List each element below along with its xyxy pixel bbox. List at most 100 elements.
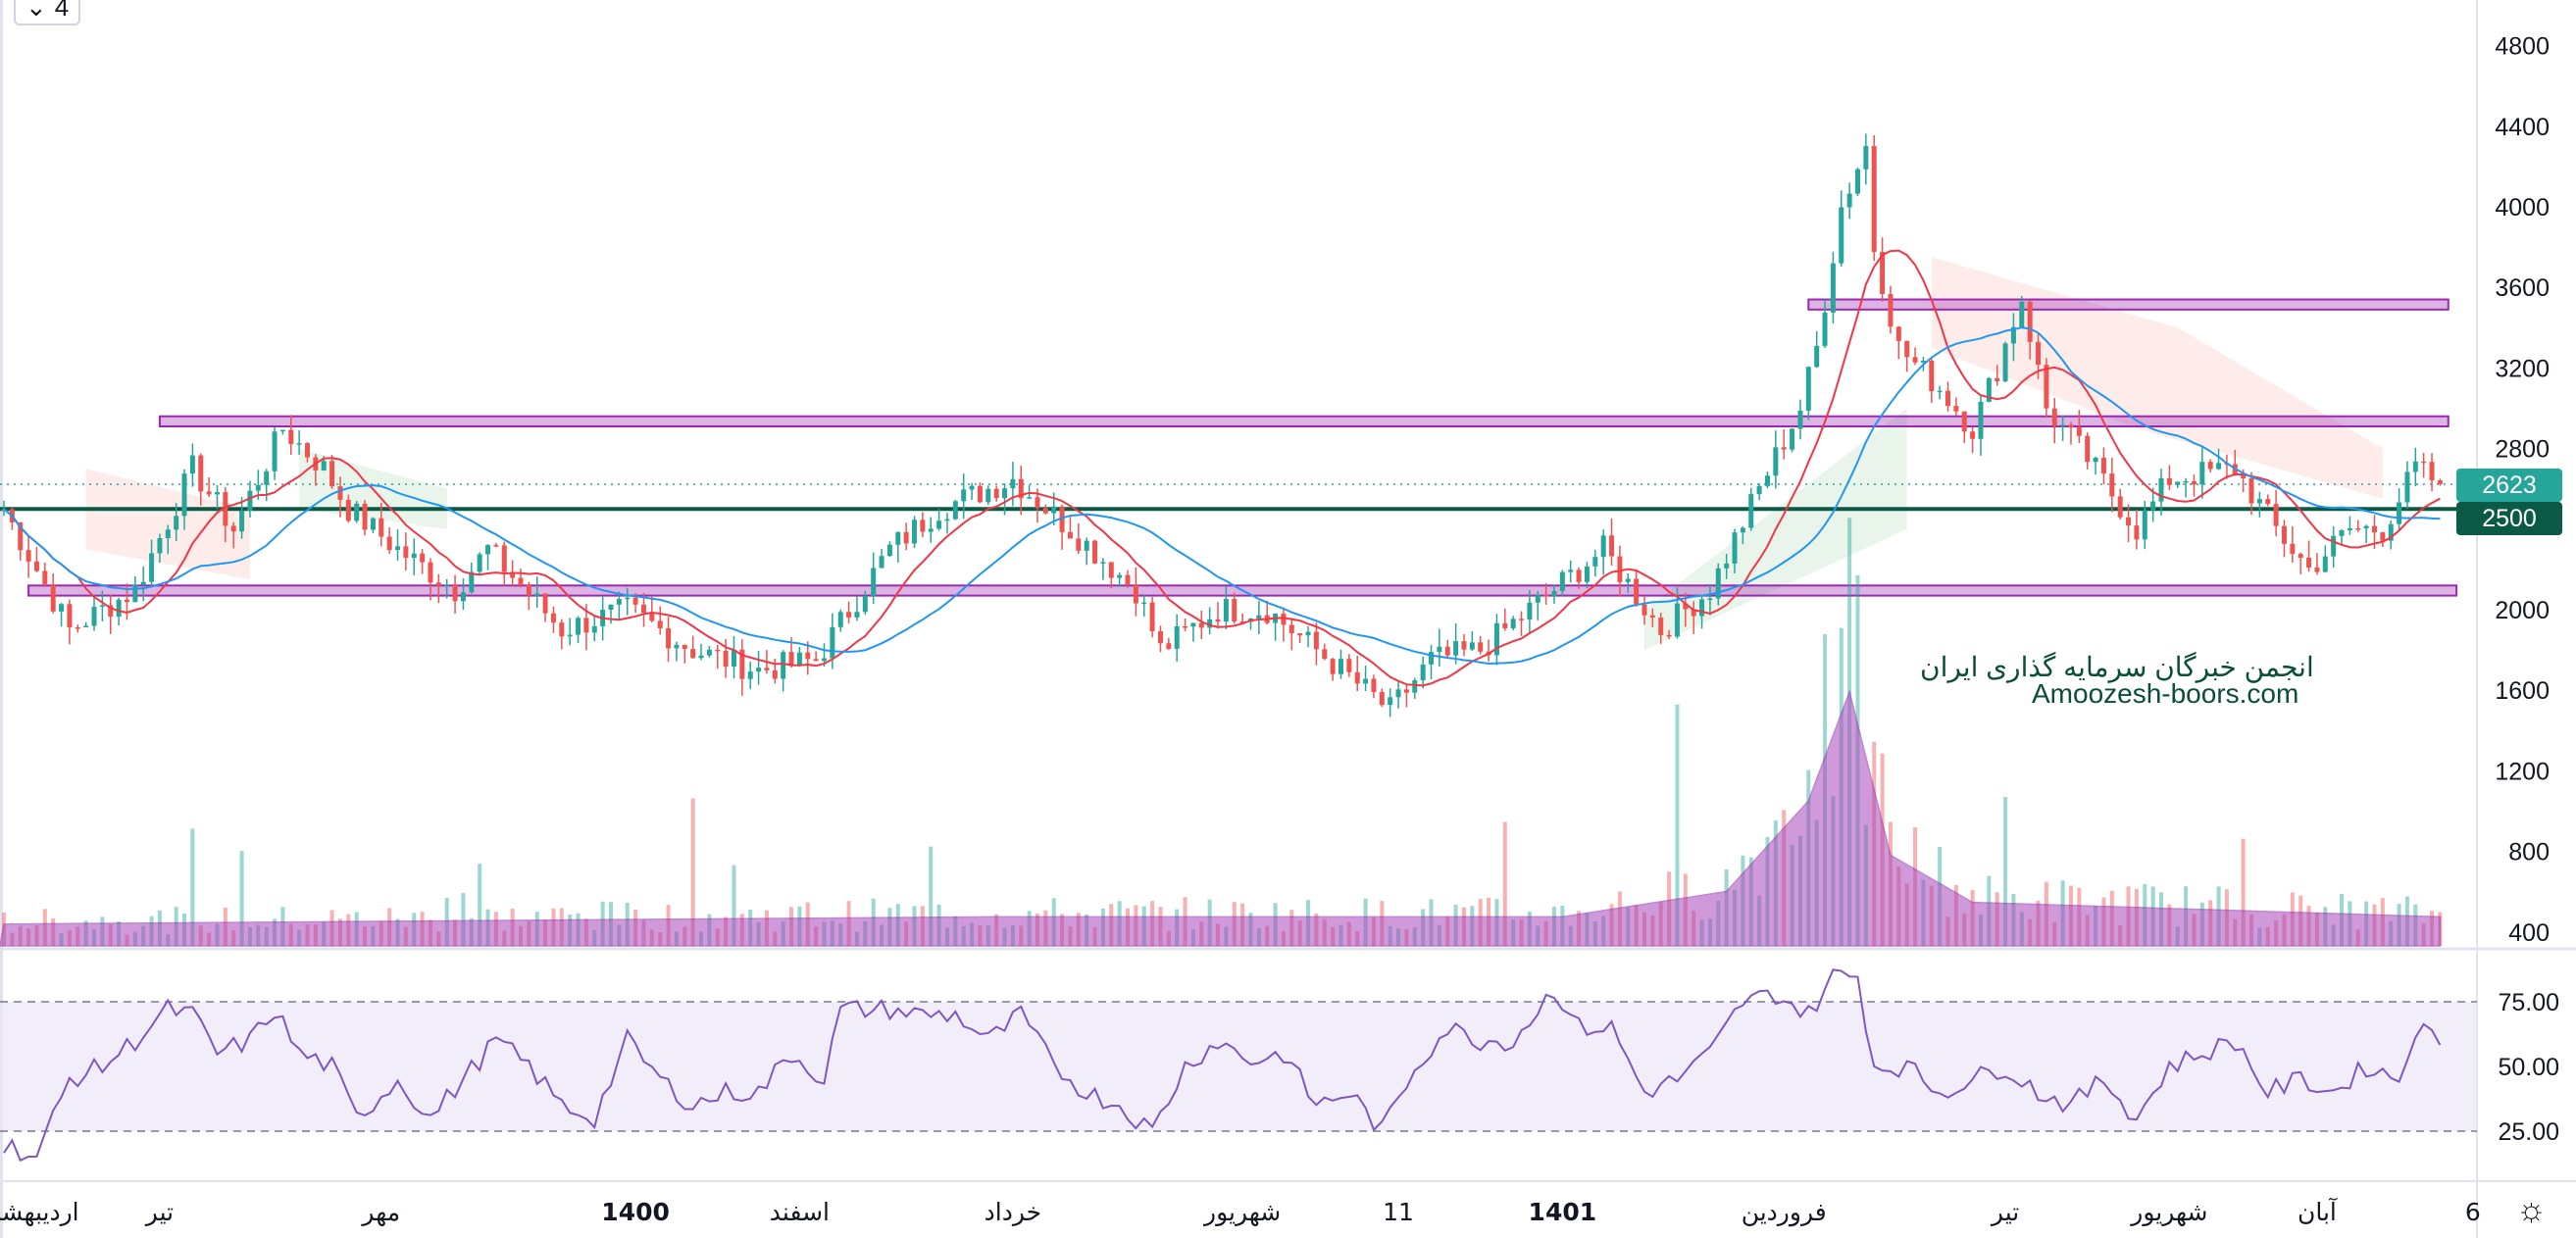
candle [1281,607,1287,642]
candle-body [1305,631,1311,636]
candle-body [1084,540,1089,551]
candle [1839,190,1844,267]
candle [1732,528,1738,574]
candle-body [526,585,531,596]
candle-body [1239,621,1245,623]
candle [1937,385,1943,400]
candle-body [1888,293,1894,327]
candle-body [395,546,401,551]
candle-body [1133,584,1138,604]
candle-body [2290,543,2296,555]
candle-body [1863,146,1869,170]
candle [1576,567,1582,589]
price-tick-label: 400 [2508,919,2550,947]
candle-body [2010,326,2016,344]
candle [140,566,146,602]
candle-body [18,521,24,551]
candle [1388,688,1393,718]
candle [493,542,499,548]
candle [2437,478,2443,486]
candle [403,532,409,571]
candle-body [1953,406,1959,412]
candle-body [1543,595,1549,597]
candle-body [2397,502,2402,524]
candle-body [1330,659,1336,674]
candle [1067,517,1073,539]
candle [1527,589,1533,634]
candle-body [1740,527,1745,533]
candle-body [608,604,614,611]
candle [1076,523,1082,555]
candle-body [1042,508,1048,514]
candle [1559,569,1565,597]
candle-body [288,429,294,444]
candle [25,535,31,578]
candle-body [1183,625,1188,628]
candle [1125,569,1131,588]
candle [2380,531,2386,547]
legend-toggle-button[interactable]: ⌄ 4 [14,0,81,25]
candle [2199,447,2205,499]
candle-body [1067,531,1073,539]
candle [1395,680,1401,709]
candle-body [936,520,942,529]
candle-body [362,503,368,530]
price-tick-label: 4000 [2495,194,2550,222]
candle-body [2314,567,2320,572]
candle [985,485,991,506]
candle-body [1781,447,1787,450]
candle-body [1059,506,1065,532]
candle [2076,410,2082,444]
candle [1880,237,1886,302]
candle-body [1986,377,1992,402]
candle-body [124,599,129,603]
candle-body [1198,622,1204,628]
candle [1995,365,2000,386]
candle [444,578,450,599]
candle-body [1149,602,1155,631]
price-tick-label: 4400 [2495,114,2550,141]
candle-body [2183,481,2189,483]
candle [1510,616,1516,631]
candle [1764,471,1770,489]
candle-body [1970,431,1976,439]
candle [1715,563,1721,606]
candle-body [1354,671,1360,684]
candle-body [2142,510,2147,540]
candle-body [715,649,721,652]
candle [616,591,622,619]
price-tick-label: 3200 [2495,355,2550,382]
candle [1232,592,1237,624]
candle [272,426,278,480]
candle-body [1683,603,1689,610]
candle [1363,666,1369,691]
candle-body [2298,554,2303,559]
candle-body [1642,604,1647,616]
candle-body [1478,642,1484,652]
candle-body [181,473,187,517]
candle-body [1600,535,1606,558]
candle [1092,539,1098,565]
candle [1854,167,1860,197]
volume-bar [478,864,482,946]
candle [2183,477,2189,498]
candle [1256,601,1262,634]
candle [1174,614,1180,663]
candle [1961,411,1967,443]
candle-body [116,599,122,618]
candle-body [2248,478,2254,504]
candle-body [477,554,482,572]
candle [2429,453,2435,492]
gear-icon[interactable]: ☼ [2515,1191,2547,1228]
candle [756,650,762,685]
candle [952,499,958,520]
candle [1027,484,1033,499]
candle [2421,452,2427,478]
candle [1781,429,1787,460]
candle-body [1559,571,1565,592]
candle [477,552,482,575]
candle-body [1493,622,1499,656]
candle-body [2027,301,2033,342]
